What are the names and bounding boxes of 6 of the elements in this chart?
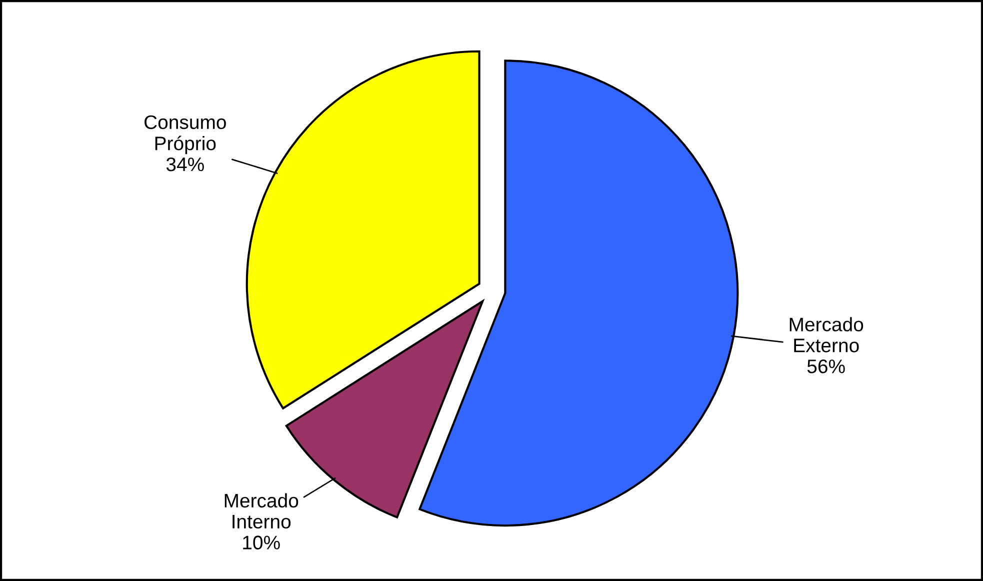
data-label: 56% bbox=[807, 360, 845, 374]
slice-label: Mercado Interno bbox=[224, 493, 298, 529]
slice-label: Mercado Externo bbox=[790, 317, 864, 352]
data-label: 10% bbox=[243, 536, 280, 550]
data-label: 34% bbox=[166, 157, 204, 172]
slice-label: Consumo Próprio bbox=[144, 115, 226, 154]
